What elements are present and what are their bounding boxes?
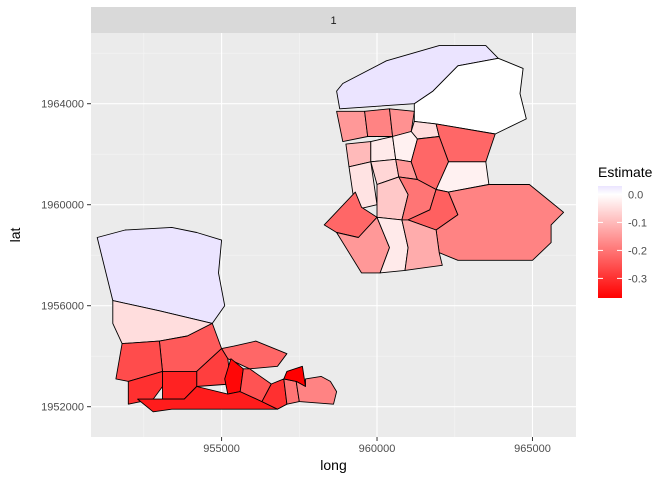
y-tick-label: 1956000: [41, 301, 84, 313]
legend-break-label: -0.3: [628, 273, 647, 285]
facet-strip: [91, 7, 576, 33]
x-tick-label: 960000: [359, 443, 396, 455]
facet-label: 1: [330, 15, 336, 27]
y-tick-label: 1960000: [41, 200, 84, 212]
y-tick-label: 1964000: [41, 99, 84, 111]
legend-colorbar: [598, 186, 622, 298]
legend-break-label: -0.2: [628, 245, 647, 257]
map-region-34: [239, 368, 272, 403]
y-axis: 1952000 1956000 1960000 1964000: [41, 99, 91, 414]
y-axis-title: lat: [7, 228, 23, 243]
legend-title: Estimate: [598, 164, 653, 180]
map-region-2: [413, 57, 527, 135]
legend-break-label: -0.1: [628, 217, 647, 229]
map-region-35: [261, 378, 288, 410]
map-region-4: [364, 108, 394, 137]
map-region-23: [401, 219, 443, 271]
x-tick-label: 965000: [514, 443, 551, 455]
x-axis-title: long: [320, 457, 346, 473]
map-regions: [96, 45, 565, 413]
map-region-9: [370, 136, 397, 163]
x-tick-label: 955000: [203, 443, 240, 455]
legend-break-label: 0.0: [628, 189, 643, 201]
map-region-31: [127, 370, 163, 405]
map-region-38: [295, 375, 338, 405]
y-tick-label: 1952000: [41, 402, 84, 414]
legend: Estimate 0.0 -0.1 -0.2 -0.3: [598, 164, 653, 298]
x-axis: 955000 960000 965000: [203, 437, 551, 455]
